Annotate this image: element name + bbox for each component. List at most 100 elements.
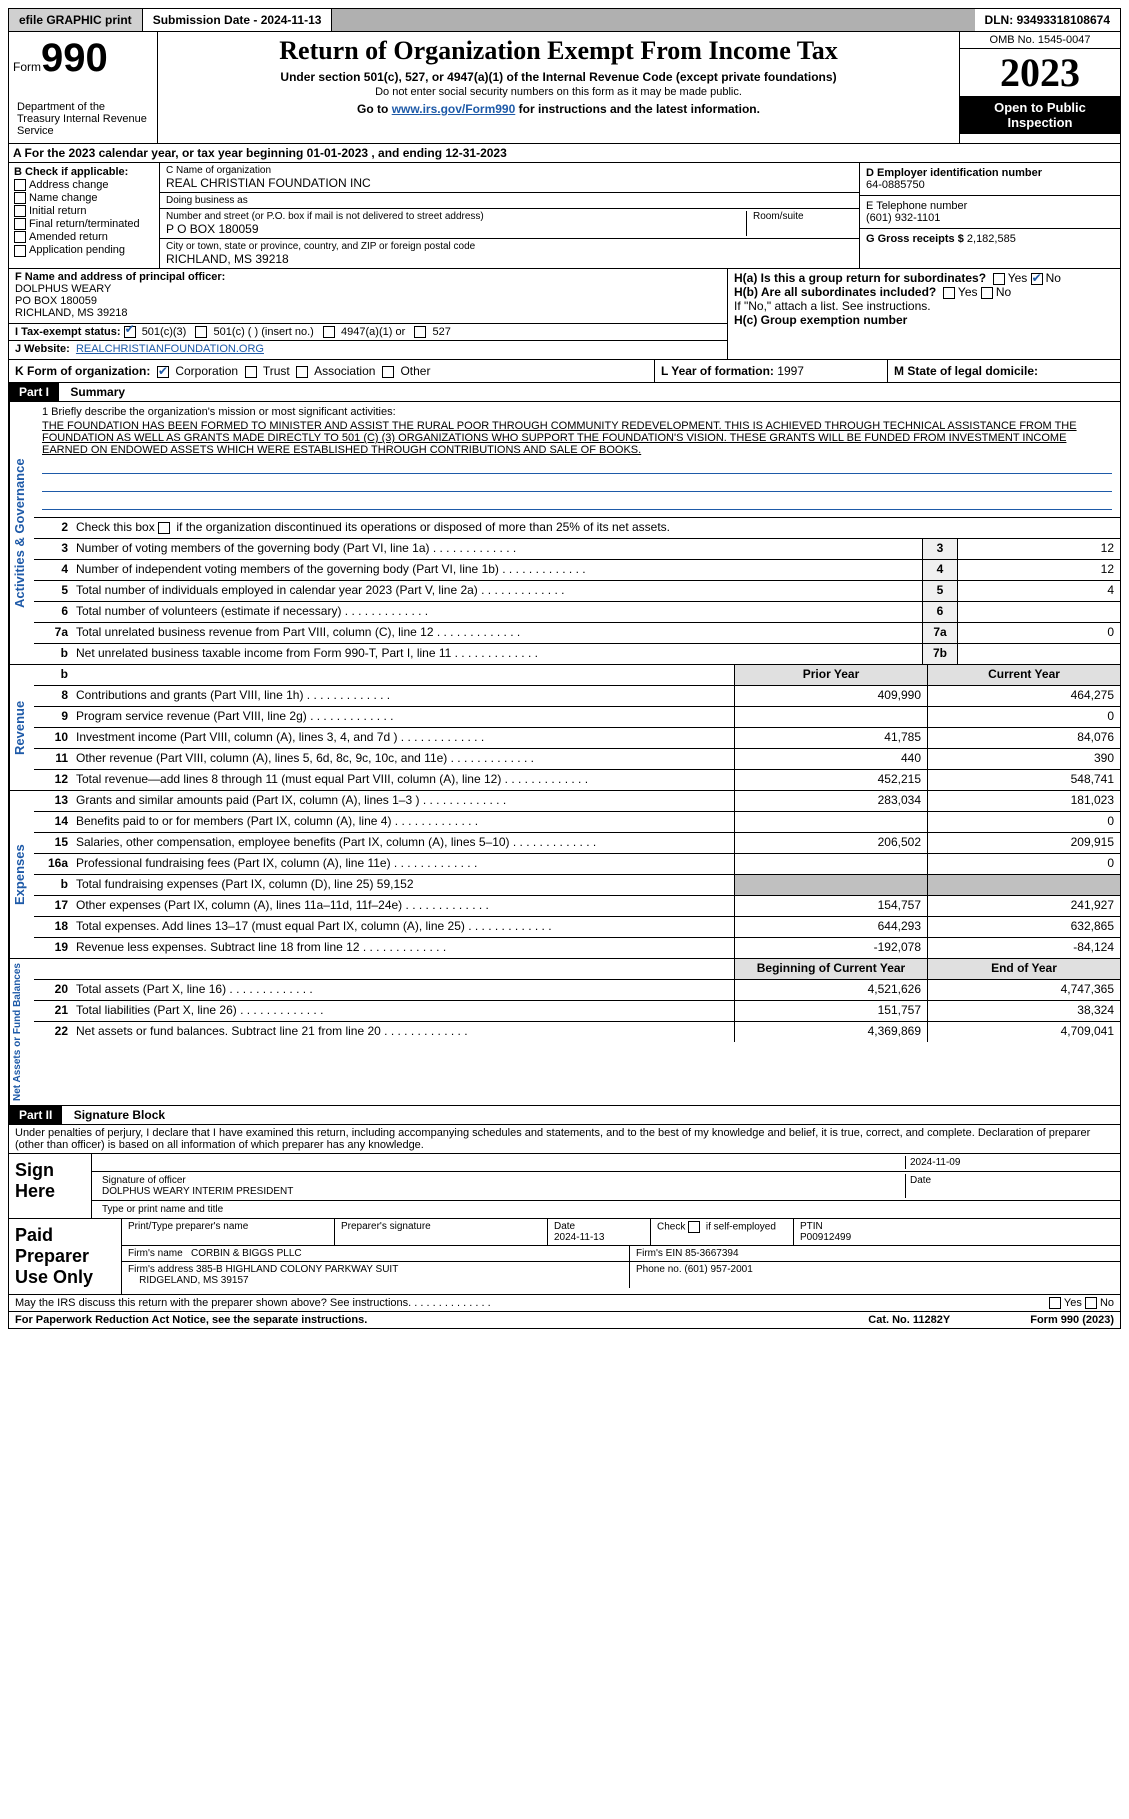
header-sub1: Under section 501(c), 527, or 4947(a)(1)…	[162, 70, 955, 84]
firm-ein-label: Firm's EIN	[636, 1248, 682, 1259]
sign-block: Sign Here 2024-11-09 Signature of office…	[8, 1154, 1121, 1219]
efile-print-button[interactable]: efile GRAPHIC print	[9, 9, 143, 31]
check-name-change[interactable]: Name change	[14, 192, 154, 204]
sign-here-label: Sign Here	[9, 1154, 92, 1218]
may-yes[interactable]	[1049, 1297, 1061, 1309]
ein-label: D Employer identification number	[866, 167, 1114, 179]
table-row: 10Investment income (Part VIII, column (…	[34, 728, 1120, 749]
part1-title: Summary	[62, 383, 133, 401]
net-assets-section: Net Assets or Fund Balances Beginning of…	[8, 959, 1121, 1106]
row-k: K Form of organization: Corporation Trus…	[9, 360, 655, 382]
gross-val: 2,182,585	[967, 233, 1016, 245]
ptin-val: P00912499	[800, 1232, 851, 1243]
table-row: 20Total assets (Part X, line 16)4,521,62…	[34, 980, 1120, 1001]
row-j: J Website: REALCHRISTIANFOUNDATION.ORG	[9, 340, 727, 357]
expenses-section: Expenses 13Grants and similar amounts pa…	[8, 791, 1121, 959]
header-row: Form990 Department of the Treasury Inter…	[8, 32, 1121, 144]
ha-label: H(a) Is this a group return for subordin…	[734, 271, 986, 285]
sub-date-val: 2024-11-13	[261, 13, 322, 27]
check-discontinued[interactable]	[158, 522, 170, 534]
cat-no: Cat. No. 11282Y	[868, 1314, 950, 1326]
sig-date: 2024-11-09	[905, 1156, 1114, 1169]
hb-yes[interactable]	[943, 287, 955, 299]
part2-label: Part II	[9, 1106, 62, 1124]
hb-label: H(b) Are all subordinates included?	[734, 285, 936, 299]
revenue-section: Revenue b Prior Year Current Year 8Contr…	[8, 665, 1121, 791]
table-row: 14Benefits paid to or for members (Part …	[34, 812, 1120, 833]
check-501c3[interactable]	[124, 326, 136, 338]
exp-section-label: Expenses	[9, 791, 34, 958]
officer-block: F Name and address of principal officer:…	[9, 269, 728, 359]
prep-header-row: Print/Type preparer's name Preparer's si…	[122, 1219, 1120, 1246]
room-label: Room/suite	[753, 211, 853, 222]
check-b-label: B Check if applicable:	[14, 166, 154, 178]
check-501c[interactable]	[195, 326, 207, 338]
tax-status-label: I Tax-exempt status:	[15, 326, 121, 338]
form-footer: Form 990 (2023)	[1030, 1314, 1114, 1326]
check-527[interactable]	[414, 326, 426, 338]
website-link[interactable]: REALCHRISTIANFOUNDATION.ORG	[76, 343, 264, 355]
prior-year-header: Prior Year	[734, 665, 927, 685]
current-year-header: Current Year	[927, 665, 1120, 685]
form-org-label: K Form of organization:	[15, 364, 150, 378]
firm-label: Firm's name	[128, 1248, 183, 1259]
phone-val: (601) 957-2001	[684, 1264, 752, 1275]
form-number: 990	[41, 36, 108, 80]
check-amended-return[interactable]: Amended return	[14, 231, 154, 243]
firm-addr-label: Firm's address	[128, 1264, 193, 1275]
row-a-tax-year: A For the 2023 calendar year, or tax yea…	[8, 144, 1121, 163]
firm-name: CORBIN & BIGGS PLLC	[191, 1248, 302, 1259]
addr-cell: Number and street (or P.O. box if mail i…	[160, 209, 859, 239]
phone-label: Phone no.	[636, 1264, 682, 1275]
table-row: 9Program service revenue (Part VIII, lin…	[34, 707, 1120, 728]
check-assoc[interactable]	[296, 366, 308, 378]
hb-no[interactable]	[981, 287, 993, 299]
org-name-cell: C Name of organization REAL CHRISTIAN FO…	[160, 163, 859, 193]
check-4947[interactable]	[323, 326, 335, 338]
header-sub3: Go to www.irs.gov/Form990 for instructio…	[162, 102, 955, 116]
page-title: Return of Organization Exempt From Incom…	[162, 36, 955, 66]
addr-label: Number and street (or P.O. box if mail i…	[166, 211, 746, 222]
ha-no[interactable]	[1031, 273, 1043, 285]
right-info: D Employer identification number 64-0885…	[859, 163, 1120, 268]
check-initial-return[interactable]: Initial return	[14, 205, 154, 217]
check-trust[interactable]	[245, 366, 257, 378]
hb-note: If "No," attach a list. See instructions…	[734, 299, 1114, 313]
table-row: 19Revenue less expenses. Subtract line 1…	[34, 938, 1120, 958]
org-name: REAL CHRISTIAN FOUNDATION INC	[166, 176, 853, 190]
blank-line	[42, 495, 1112, 510]
sub-date-label: Submission Date	[153, 13, 250, 27]
addr-val: P O BOX 180059	[166, 222, 746, 236]
check-final-return[interactable]: Final return/terminated	[14, 218, 154, 230]
main-info: B Check if applicable: Address change Na…	[8, 163, 1121, 269]
header-center: Return of Organization Exempt From Incom…	[158, 32, 959, 143]
check-application-pending[interactable]: Application pending	[14, 244, 154, 256]
line-2: 2 Check this box if the organization dis…	[34, 518, 1120, 539]
row-m: M State of legal domicile:	[888, 360, 1120, 382]
ha-yes[interactable]	[993, 273, 1005, 285]
table-row: 21Total liabilities (Part X, line 26)151…	[34, 1001, 1120, 1022]
gross-label: G Gross receipts $	[866, 233, 964, 245]
dln: DLN: 93493318108674	[975, 9, 1120, 31]
check-self-employed[interactable]	[688, 1221, 700, 1233]
firm-ein: 85-3667394	[685, 1248, 738, 1259]
table-row: 15Salaries, other compensation, employee…	[34, 833, 1120, 854]
city-cell: City or town, state or province, country…	[160, 239, 859, 268]
dept-text: Department of the Treasury Internal Reve…	[13, 99, 153, 139]
check-corp[interactable]	[157, 366, 169, 378]
prep-date-h: Date	[554, 1221, 575, 1232]
table-row: 13Grants and similar amounts paid (Part …	[34, 791, 1120, 812]
check-other[interactable]	[382, 366, 394, 378]
may-discuss-row: May the IRS discuss this return with the…	[8, 1295, 1121, 1312]
penalty-text: Under penalties of perjury, I declare th…	[8, 1125, 1121, 1154]
blank-line	[42, 477, 1112, 492]
table-row: 11Other revenue (Part VIII, column (A), …	[34, 749, 1120, 770]
date-label: Date	[905, 1174, 1114, 1198]
part2-row: Part II Signature Block	[8, 1106, 1121, 1125]
row-fgh: F Name and address of principal officer:…	[8, 269, 1121, 360]
check-address-change[interactable]: Address change	[14, 179, 154, 191]
table-row: 12Total revenue—add lines 8 through 11 (…	[34, 770, 1120, 790]
may-no[interactable]	[1085, 1297, 1097, 1309]
part1-row: Part I Summary	[8, 383, 1121, 402]
instructions-link[interactable]: www.irs.gov/Form990	[392, 102, 516, 116]
